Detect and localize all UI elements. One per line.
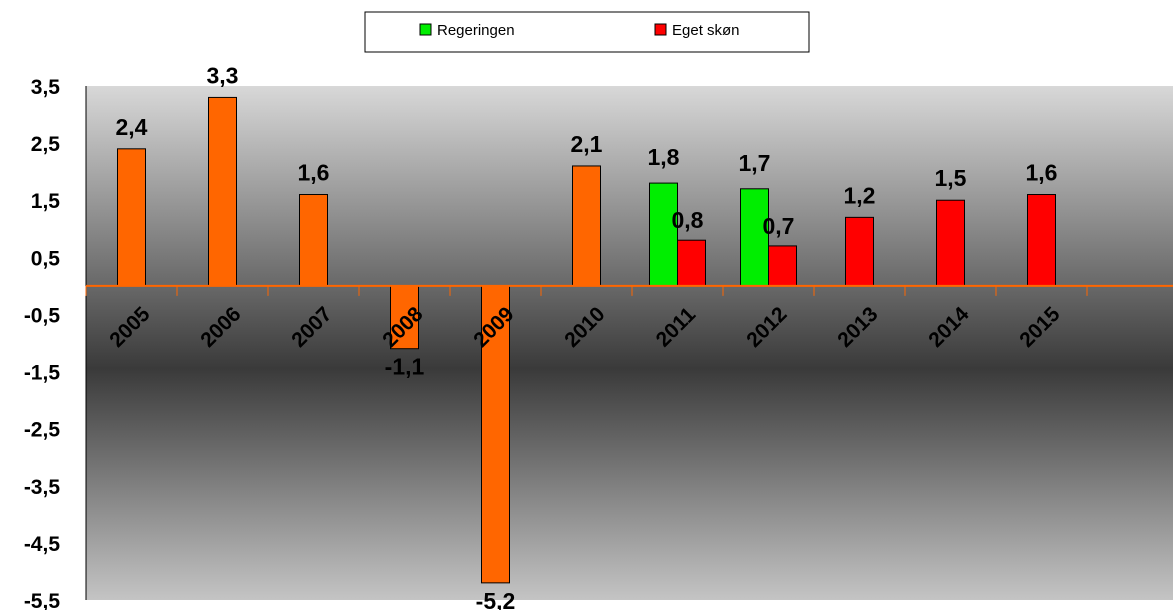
bar-eget-skon bbox=[846, 217, 874, 286]
data-label: -1,1 bbox=[385, 354, 425, 380]
data-label: 1,6 bbox=[298, 160, 330, 186]
y-tick-label: 2,5 bbox=[31, 133, 61, 156]
bar-regeringen bbox=[650, 183, 678, 286]
y-axis-ticks: 3,5 2,5 1,5 0,5 -0,5 -1,5 -2,5 -3,5 -4,5 -5,5 bbox=[24, 76, 61, 610]
legend-label-regeringen: Regeringen bbox=[437, 22, 515, 39]
data-label: 1,6 bbox=[1026, 160, 1058, 186]
y-tick-label: 0,5 bbox=[31, 247, 61, 270]
plot-area bbox=[86, 86, 1173, 600]
bar-eget-skon bbox=[678, 240, 706, 286]
data-label: 2,1 bbox=[571, 131, 603, 157]
bar-eget-skon bbox=[769, 246, 797, 286]
data-label: 1,7 bbox=[739, 150, 771, 176]
y-tick-label: -0,5 bbox=[24, 304, 61, 327]
bar-history bbox=[118, 149, 146, 286]
data-label: -5,2 bbox=[476, 588, 516, 610]
bar-eget-skon bbox=[1028, 195, 1056, 286]
legend-box bbox=[365, 12, 809, 52]
bar-history bbox=[300, 195, 328, 286]
y-tick-label: -3,5 bbox=[24, 476, 61, 499]
data-label: 3,3 bbox=[207, 62, 239, 88]
legend-label-eget-skon: Eget skøn bbox=[672, 22, 740, 39]
y-tick-label: -5,5 bbox=[24, 590, 61, 610]
data-label: 0,7 bbox=[763, 213, 795, 239]
data-label: 1,5 bbox=[935, 165, 967, 191]
y-tick-label: 1,5 bbox=[31, 190, 61, 213]
data-label: 0,8 bbox=[672, 207, 704, 233]
legend-swatch-regeringen bbox=[420, 24, 431, 35]
bar-eget-skon bbox=[937, 200, 965, 286]
y-tick-label: -4,5 bbox=[24, 533, 61, 556]
data-label: 1,2 bbox=[844, 182, 876, 208]
y-tick-label: -2,5 bbox=[24, 419, 61, 442]
legend-swatch-eget-skon bbox=[655, 24, 666, 35]
legend: Regeringen Eget skøn bbox=[365, 12, 809, 52]
data-label: 2,4 bbox=[116, 114, 148, 140]
y-tick-label: -1,5 bbox=[24, 362, 61, 385]
bar-history bbox=[573, 166, 601, 286]
bar-history bbox=[209, 97, 237, 285]
y-tick-label: 3,5 bbox=[31, 76, 61, 99]
data-label: 1,8 bbox=[648, 144, 680, 170]
